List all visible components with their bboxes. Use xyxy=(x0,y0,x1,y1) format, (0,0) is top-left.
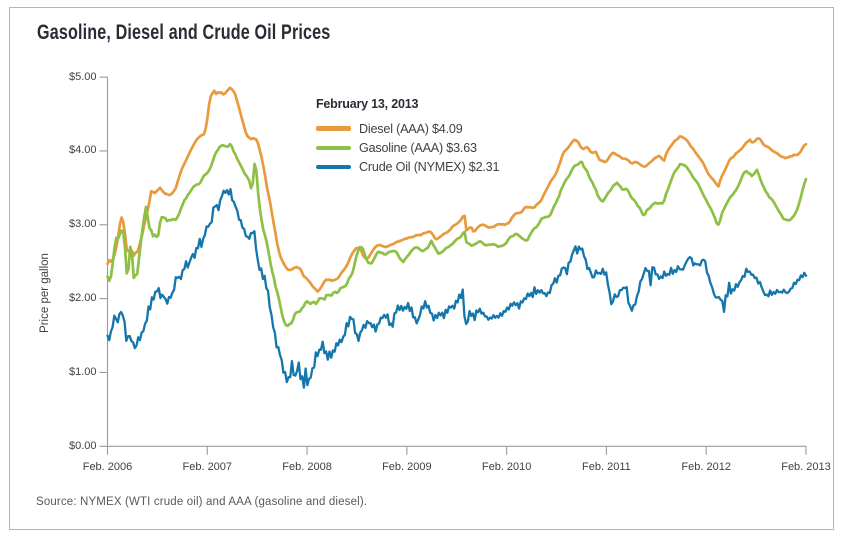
x-tick-label: Feb. 2006 xyxy=(82,461,133,474)
series-crude-oil-nymex xyxy=(106,187,808,389)
legend-item-diesel: Diesel (AAA) $4.09 xyxy=(316,119,499,138)
x-tick-label: Feb. 2012 xyxy=(681,461,731,474)
x-tick-label: Feb. 2008 xyxy=(282,461,332,474)
series-gasoline-aaa xyxy=(106,142,808,328)
series-diesel-aaa xyxy=(106,86,808,293)
x-tick-label: Feb. 2007 xyxy=(182,461,233,474)
y-tick-label: $2.00 xyxy=(68,292,97,305)
y-tick-label: $5.00 xyxy=(68,70,97,83)
source-note: Source: NYMEX (WTI crude oil) and AAA (g… xyxy=(36,496,368,508)
legend-item-label: Diesel (AAA) $4.09 xyxy=(359,121,463,136)
diesel-swatch-icon xyxy=(316,126,351,131)
legend-item-crude: Crude Oil (NYMEX) $2.31 xyxy=(316,157,499,176)
x-tick-label: Feb. 2009 xyxy=(382,461,432,474)
legend-date-label: February 13, 2013 xyxy=(316,97,419,111)
x-tick-label: Feb. 2010 xyxy=(481,461,532,474)
legend-item-label: Gasoline (AAA) $3.63 xyxy=(359,140,477,155)
y-tick-label: $4.00 xyxy=(68,144,97,157)
y-tick-label: $3.00 xyxy=(68,218,97,231)
x-tick-label: Feb. 2013 xyxy=(781,461,831,474)
legend-item-gasoline: Gasoline (AAA) $3.63 xyxy=(316,138,499,157)
x-tick-label: Feb. 2011 xyxy=(582,461,631,474)
page-title: Gasoline, Diesel and Crude Oil Prices xyxy=(36,20,330,44)
y-tick-label: $1.00 xyxy=(68,365,97,378)
gasoline-swatch-icon xyxy=(316,145,351,151)
y-tick-label: $0.00 xyxy=(68,439,97,452)
crude-swatch-icon xyxy=(316,164,351,170)
legend-item-label: Crude Oil (NYMEX) $2.31 xyxy=(359,159,500,174)
legend: February 13, 2013 Diesel (AAA) $4.09 Gaso… xyxy=(316,97,499,177)
figure-border xyxy=(9,6,834,530)
